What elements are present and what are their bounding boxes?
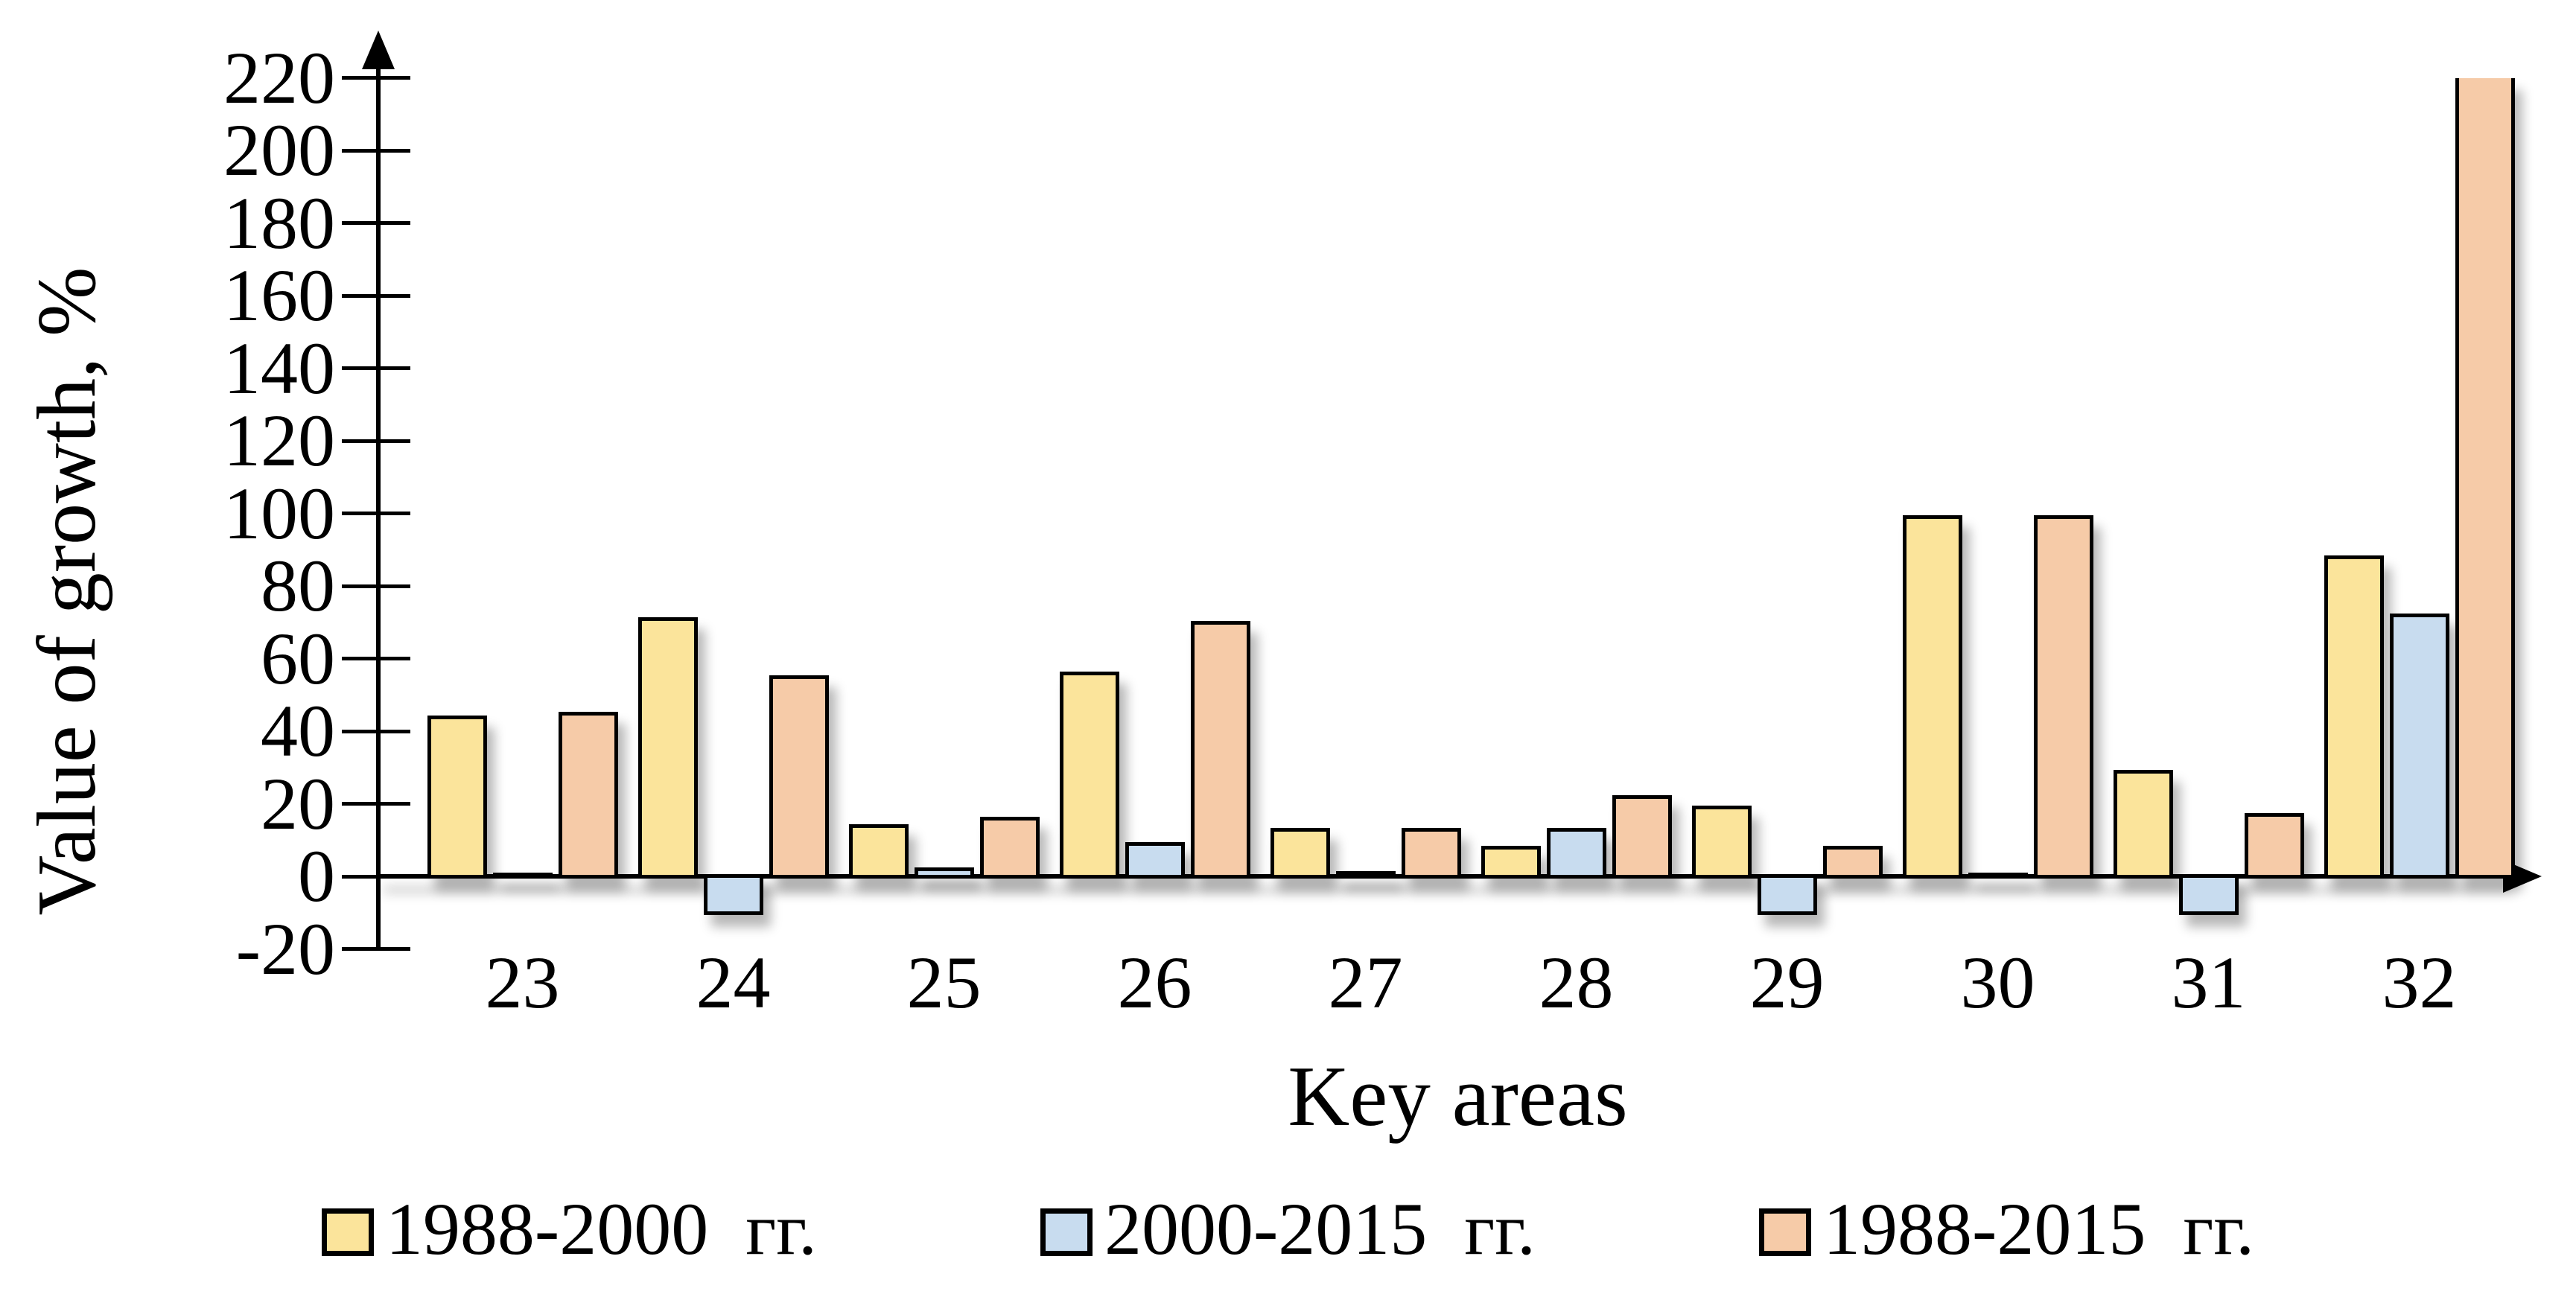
category-label-26: 26: [1117, 941, 1192, 1024]
y-tick: [342, 221, 410, 225]
bar-31-series2: [2178, 874, 2239, 915]
bar-23-series3: [558, 711, 618, 879]
legend-label: 2000-2015 гг.: [1104, 1188, 1536, 1270]
bar-25-series1: [848, 823, 909, 879]
bar-29-series2: [1757, 874, 1817, 915]
y-tick: [342, 802, 410, 806]
bar-28-series3: [1612, 794, 1672, 879]
y-tick: [342, 293, 410, 298]
y-tick-label: 100: [223, 471, 335, 555]
category-label-29: 29: [1749, 941, 1825, 1024]
legend-swatch-icon: [1759, 1208, 1812, 1256]
y-tick: [342, 874, 410, 879]
y-tick: [342, 512, 410, 515]
plot-area: 220 200 180 160 140 120 100 80 60 40 20 0 -20 23 24 25 2…: [223, 31, 2542, 1020]
y-tick: [342, 148, 410, 153]
category-label-32: 32: [2382, 941, 2457, 1024]
bar-26-series2: [1125, 842, 1185, 879]
y-tick-label: -20: [235, 907, 335, 990]
bar-32-series3: [2455, 77, 2515, 879]
category-label-25: 25: [906, 941, 982, 1024]
legend-label: 1988-2000 гг.: [385, 1188, 817, 1270]
y-tick-label: 180: [223, 181, 335, 264]
bar-30-series1: [1902, 515, 1962, 879]
bar-25-series2: [914, 867, 974, 879]
legend-swatch-icon: [1040, 1208, 1093, 1256]
bar-32-series1: [2324, 555, 2384, 879]
bar-31-series1: [2113, 769, 2173, 879]
bar-31-series3: [2244, 813, 2304, 879]
y-tick-label: 120: [223, 399, 335, 482]
legend-label: 1988-2015 гг.: [1823, 1188, 2255, 1270]
bar-29-series1: [1691, 806, 1752, 879]
legend: 1988-2000 гг. 2000-2015 гг. 1988-2015 гг.: [0, 1188, 2576, 1270]
category-label-23: 23: [485, 941, 560, 1024]
legend-swatch-icon: [321, 1208, 374, 1256]
category-label-27: 27: [1328, 941, 1403, 1024]
legend-item-1: 1988-2000 гг.: [321, 1188, 817, 1270]
bar-24-series2: [703, 874, 763, 915]
category-label-30: 30: [1960, 941, 2035, 1024]
bar-29-series3: [1822, 846, 1883, 879]
bar-24-series3: [769, 675, 829, 879]
y-tick: [342, 947, 410, 951]
y-tick-label: 80: [261, 544, 335, 627]
y-tick-label: 140: [223, 326, 335, 410]
y-tick: [342, 657, 410, 660]
category-label-31: 31: [2171, 941, 2246, 1024]
bar-23-series2: [492, 873, 553, 879]
legend-item-2: 2000-2015 гг.: [1040, 1188, 1536, 1270]
y-tick: [342, 366, 410, 370]
y-tick: [342, 584, 410, 588]
y-tick-label: 20: [261, 762, 335, 845]
bar-23-series1: [427, 715, 487, 879]
y-tick: [342, 439, 410, 443]
bar-25-series3: [979, 817, 1040, 879]
bar-26-series3: [1190, 620, 1250, 879]
y-tick-label: 220: [223, 36, 335, 119]
y-axis-title: Value of growth, %: [21, 267, 113, 916]
y-tick-label: 60: [261, 616, 335, 700]
bar-28-series1: [1481, 846, 1541, 879]
y-tick: [342, 76, 410, 80]
x-axis-title: Key areas: [1288, 1049, 1628, 1144]
y-tick-label: 40: [261, 689, 335, 772]
bar-28-series2: [1546, 827, 1606, 879]
bar-27-series2: [1335, 871, 1396, 879]
y-tick-label: 160: [223, 254, 335, 337]
y-tick-label: 200: [223, 109, 335, 191]
legend-item-3: 1988-2015 гг.: [1759, 1188, 2254, 1270]
y-axis-line: [376, 60, 381, 949]
y-tick-label: 0: [298, 835, 335, 917]
bar-27-series3: [1401, 827, 1461, 879]
bar-27-series1: [1270, 827, 1330, 879]
bar-26-series1: [1059, 672, 1119, 879]
bar-24-series1: [637, 616, 698, 879]
bar-30-series2: [1968, 873, 2028, 879]
category-label-24: 24: [696, 941, 771, 1024]
bar-30-series3: [2033, 515, 2093, 879]
y-tick: [342, 729, 410, 733]
bar-32-series2: [2389, 614, 2449, 879]
category-label-28: 28: [1539, 941, 1614, 1024]
